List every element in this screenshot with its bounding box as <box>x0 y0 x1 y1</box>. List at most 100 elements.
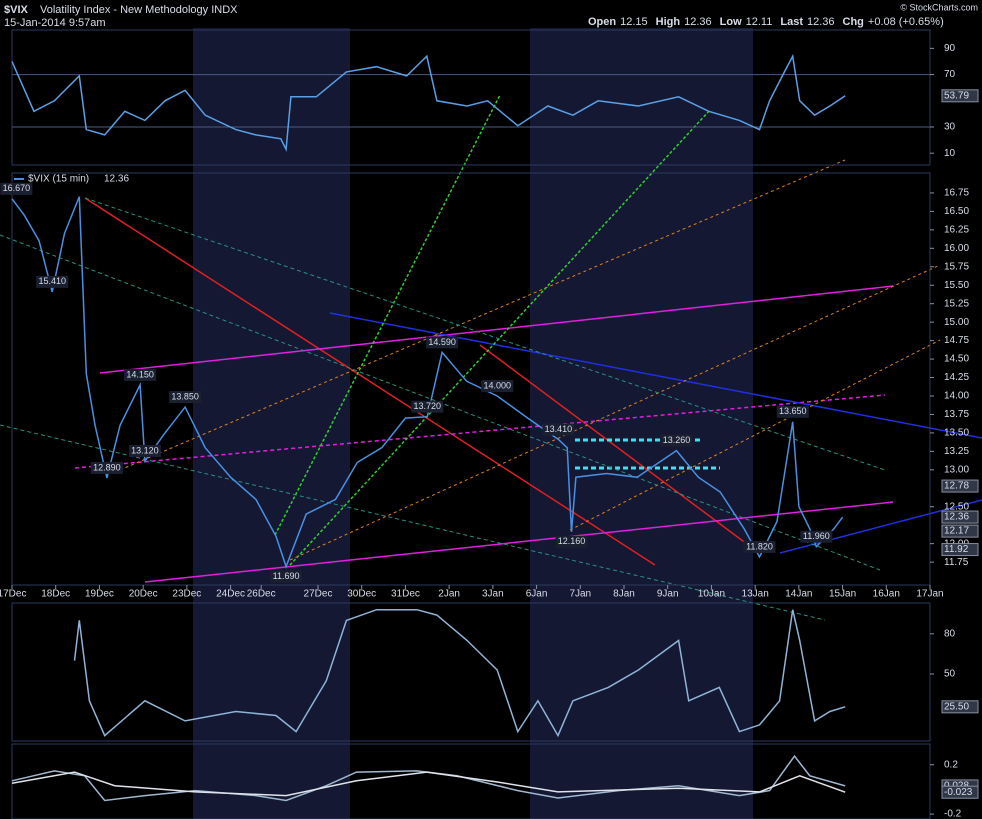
x-tick-label: 24Dec <box>216 589 245 600</box>
quote-value: 12.15 <box>620 16 648 28</box>
quote-label: Low <box>720 16 742 28</box>
x-tick-label: 17Jan <box>916 589 943 600</box>
annotation-label: 13.410 <box>545 424 573 434</box>
x-tick-label: 27Dec <box>304 589 333 600</box>
annotation-label: 11.820 <box>746 541 773 551</box>
y-tick-label: 12.50 <box>944 501 969 512</box>
y-tick-label: 15.25 <box>944 298 969 309</box>
quote-value: +0.08 (+0.65%) <box>868 16 944 28</box>
y-tick-label: 15.00 <box>944 317 969 328</box>
annotation-label: 12.160 <box>558 536 586 546</box>
annotation-box <box>660 434 693 447</box>
annotation-label: 11.690 <box>273 571 300 581</box>
value-badge-label: 12.36 <box>944 512 969 523</box>
legend-name: $VIX (15 min) <box>28 174 89 185</box>
y-tick-label: 14.00 <box>944 391 969 402</box>
value-badge <box>941 89 979 103</box>
x-tick-label: 8Jan <box>613 589 635 600</box>
y-tick-label: 0.2 <box>944 759 958 770</box>
trendline <box>289 109 711 566</box>
y-tick-label: 10 <box>944 148 956 159</box>
y-tick-label: 15.50 <box>944 280 969 291</box>
trendline <box>289 264 941 561</box>
series-line <box>11 196 844 569</box>
y-tick-label: 14.75 <box>944 335 969 346</box>
y-tick-label: 13.25 <box>944 446 969 457</box>
y-tick-label: 16.00 <box>944 243 969 254</box>
series-line <box>73 608 846 738</box>
y-tick-label: 13.75 <box>944 409 969 420</box>
annotation-label: 15.410 <box>38 276 66 286</box>
annotation-box <box>743 540 776 553</box>
value-badge <box>941 524 979 538</box>
annotation-label: 13.850 <box>171 391 199 401</box>
value-badge-label: 25.50 <box>944 701 969 712</box>
annotation-label: 13.720 <box>414 401 442 411</box>
annotation-label: 11.960 <box>803 531 830 541</box>
y-tick-label: 14.50 <box>944 354 969 365</box>
x-tick-label: 15Jan <box>829 589 856 600</box>
symbol: $VIX <box>4 4 29 16</box>
annotation-box <box>481 379 514 392</box>
y-tick-label: 90 <box>944 43 956 54</box>
annotation-box <box>800 530 833 543</box>
x-tick-label: 9Jan <box>657 589 679 600</box>
trendline <box>84 197 656 566</box>
quote-label: Open <box>588 16 616 28</box>
annotation-box <box>128 444 161 457</box>
panel-frame <box>11 743 931 819</box>
annotation-label: 16.670 <box>3 183 31 193</box>
y-tick-label: 30 <box>944 122 956 133</box>
y-tick-label: 16.75 <box>944 188 969 199</box>
panel-frame <box>11 602 931 742</box>
y-tick-label: 11.75 <box>944 557 969 568</box>
value-badge <box>941 510 979 524</box>
quote-label: Chg <box>843 16 864 28</box>
annotation-label: 14.590 <box>428 337 456 347</box>
trendline <box>0 424 826 621</box>
quote-value: 12.36 <box>807 16 835 28</box>
value-badge <box>941 479 979 493</box>
quote-label: High <box>656 16 681 28</box>
x-tick-label: 10Jan <box>698 589 725 600</box>
annotation-label: 14.150 <box>126 369 154 379</box>
value-badge-label: 11.92 <box>944 544 969 555</box>
value-badge-label: 12.78 <box>944 481 969 492</box>
y-tick-label: 80 <box>944 628 956 639</box>
annotation-label: 13.650 <box>779 406 807 416</box>
annotation-box <box>411 400 444 413</box>
value-badge-label: -0.023 <box>944 787 973 798</box>
instrument-name: Volatility Index - New Methodology INDX <box>40 4 238 16</box>
trendline <box>274 94 501 536</box>
week-shading <box>193 28 753 819</box>
annotation-box <box>776 405 809 418</box>
timestamp: 15-Jan-2014 9:57am <box>4 17 106 29</box>
x-tick-label: 14Jan <box>785 589 812 600</box>
annotation-label: 14.000 <box>483 380 511 390</box>
x-tick-label: 16Jan <box>873 589 900 600</box>
x-tick-label: 23Dec <box>172 589 201 600</box>
series-line <box>11 771 846 797</box>
trendline <box>479 344 756 551</box>
y-tick-label: -0.2 <box>944 809 962 819</box>
credit: © StockCharts.com <box>900 2 978 12</box>
annotation-label: 13.260 <box>663 435 691 445</box>
annotation-box <box>124 368 157 381</box>
trendline <box>144 501 894 583</box>
quote-value: 12.36 <box>684 16 712 28</box>
header: $VIX Volatility Index - New Methodology … <box>4 2 978 29</box>
x-tick-label: 30Dec <box>347 589 376 600</box>
trendline <box>84 197 886 471</box>
quote-label: Last <box>780 16 803 28</box>
annotation-box <box>426 336 459 349</box>
y-tick-label: 50 <box>944 669 956 680</box>
series-line <box>11 53 846 152</box>
x-tick-label: 20Dec <box>129 589 158 600</box>
panel-frame <box>11 172 931 586</box>
annotation-label: 13.120 <box>131 445 159 455</box>
annotation-box <box>169 391 202 404</box>
x-tick-label: 13Jan <box>742 589 769 600</box>
